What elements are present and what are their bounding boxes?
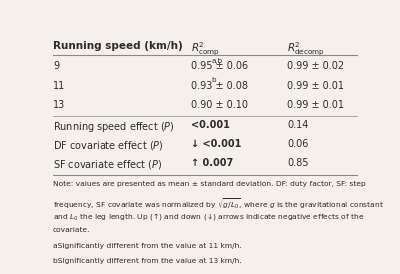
Text: 0.90 ± 0.10: 0.90 ± 0.10: [191, 100, 248, 110]
Text: 13: 13: [53, 100, 65, 110]
Text: covariate.: covariate.: [53, 227, 90, 233]
Text: aSignificantly different from the value at 11 km/h.: aSignificantly different from the value …: [53, 243, 242, 249]
Text: 0.99 ± 0.02: 0.99 ± 0.02: [287, 61, 344, 71]
Text: a,b: a,b: [212, 58, 223, 64]
Text: frequency, SF covariate was normalized by $\sqrt{g/L_0}$, where $g$ is the gravi: frequency, SF covariate was normalized b…: [53, 196, 384, 211]
Text: SF covariate effect ($P$): SF covariate effect ($P$): [53, 158, 162, 172]
Text: 0.99 ± 0.01: 0.99 ± 0.01: [287, 100, 344, 110]
Text: 0.85: 0.85: [287, 158, 309, 169]
Text: ↓ <0.001: ↓ <0.001: [191, 139, 242, 149]
Text: Note: values are presented as mean ± standard deviation. DF: duty factor, SF: st: Note: values are presented as mean ± sta…: [53, 181, 366, 187]
Text: Running speed effect ($P$): Running speed effect ($P$): [53, 119, 175, 134]
Text: 0.14: 0.14: [287, 119, 308, 130]
Text: 0.93 ± 0.08: 0.93 ± 0.08: [191, 81, 248, 91]
Text: 11: 11: [53, 81, 65, 91]
Text: and $L_0$ the leg length. Up (↑) and down (↓) arrows indicate negative effects o: and $L_0$ the leg length. Up (↑) and dow…: [53, 211, 364, 222]
Text: Running speed (km/h): Running speed (km/h): [53, 41, 183, 51]
Text: b: b: [212, 77, 216, 83]
Text: 0.99 ± 0.01: 0.99 ± 0.01: [287, 81, 344, 91]
Text: 9: 9: [53, 61, 59, 71]
Text: <0.001: <0.001: [191, 119, 230, 130]
Text: ↑ 0.007: ↑ 0.007: [191, 158, 233, 169]
Text: $R^2_{\mathrm{decomp}}$: $R^2_{\mathrm{decomp}}$: [287, 40, 325, 58]
Text: 0.95 ± 0.06: 0.95 ± 0.06: [191, 61, 248, 71]
Text: $R^2_{\mathrm{comp}}$: $R^2_{\mathrm{comp}}$: [191, 40, 220, 58]
Text: 0.06: 0.06: [287, 139, 308, 149]
Text: DF covariate effect ($P$): DF covariate effect ($P$): [53, 139, 164, 152]
Text: bSignificantly different from the value at 13 km/h.: bSignificantly different from the value …: [53, 258, 242, 264]
